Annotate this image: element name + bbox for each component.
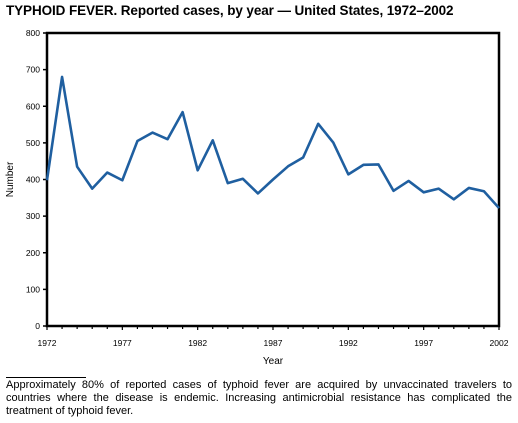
- chart-title: TYPHOID FEVER. Reported cases, by year —…: [6, 3, 454, 18]
- y-tick-label: 300: [26, 211, 40, 221]
- footnote-text: Approximately 80% of reported cases of t…: [6, 379, 512, 417]
- x-tick-label: 1977: [113, 338, 132, 348]
- x-tick-label: 1987: [264, 338, 283, 348]
- series-line: [45, 75, 500, 209]
- x-axis-label: Year: [263, 356, 284, 367]
- chart-title-rest: Reported cases, by year — United States,…: [117, 3, 454, 18]
- y-tick-label: 800: [26, 28, 40, 38]
- y-tick-label: 400: [26, 175, 40, 185]
- y-tick-label: 600: [26, 101, 40, 111]
- y-axis-label: Number: [5, 161, 16, 197]
- y-tick-label: 500: [26, 138, 40, 148]
- y-axis-ticks: 0 100 200 300 400 500 600 700 800: [26, 28, 47, 331]
- x-tick-label: 1972: [38, 338, 57, 348]
- y-tick-label: 700: [26, 65, 40, 75]
- y-tick-label: 200: [26, 248, 40, 258]
- y-tick-label: 0: [35, 321, 40, 331]
- x-tick-label: 2002: [490, 338, 509, 348]
- footnote-divider: [6, 377, 86, 378]
- x-tick-label: 1992: [339, 338, 358, 348]
- y-tick-label: 100: [26, 284, 40, 294]
- x-tick-label: 1982: [188, 338, 207, 348]
- chart-title-bold: TYPHOID FEVER.: [6, 3, 118, 18]
- x-axis-ticks: 1972 1977 1982 1987 1992 1997 2002: [38, 326, 509, 348]
- x-tick-label: 1997: [414, 338, 433, 348]
